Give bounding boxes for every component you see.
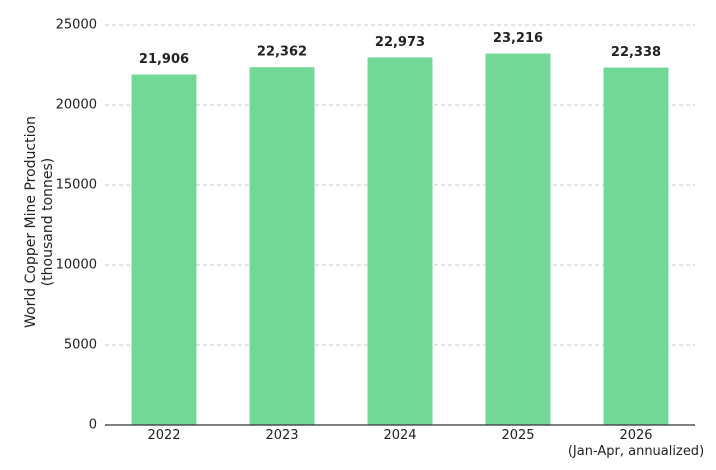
y-tick-label: 25000 [56, 18, 97, 33]
value-label: 22,973 [375, 35, 425, 50]
value-label: 22,338 [611, 45, 661, 60]
bar [603, 67, 669, 425]
x-tick-label: 2026 (Jan-Apr, annualized) [567, 428, 705, 459]
y-tick-label: 0 [89, 418, 97, 433]
x-tick-label: 2023 [265, 428, 299, 443]
y-tick-label: 20000 [56, 98, 97, 113]
y-axis-label: World Copper Mine Production (thousand t… [23, 116, 56, 328]
x-tick-label: 2025 [501, 428, 535, 443]
bar [485, 53, 551, 425]
bar [367, 57, 433, 425]
value-label: 23,216 [493, 31, 543, 46]
bar [131, 74, 197, 425]
value-label: 22,362 [257, 45, 307, 60]
x-tick-label: 2024 [383, 428, 417, 443]
bar [249, 67, 315, 425]
y-tick-label: 15000 [56, 178, 97, 193]
y-tick-label: 10000 [56, 258, 97, 273]
x-tick-label: 2022 [147, 428, 181, 443]
y-tick-label: 5000 [64, 338, 97, 353]
value-label: 21,906 [139, 52, 189, 67]
